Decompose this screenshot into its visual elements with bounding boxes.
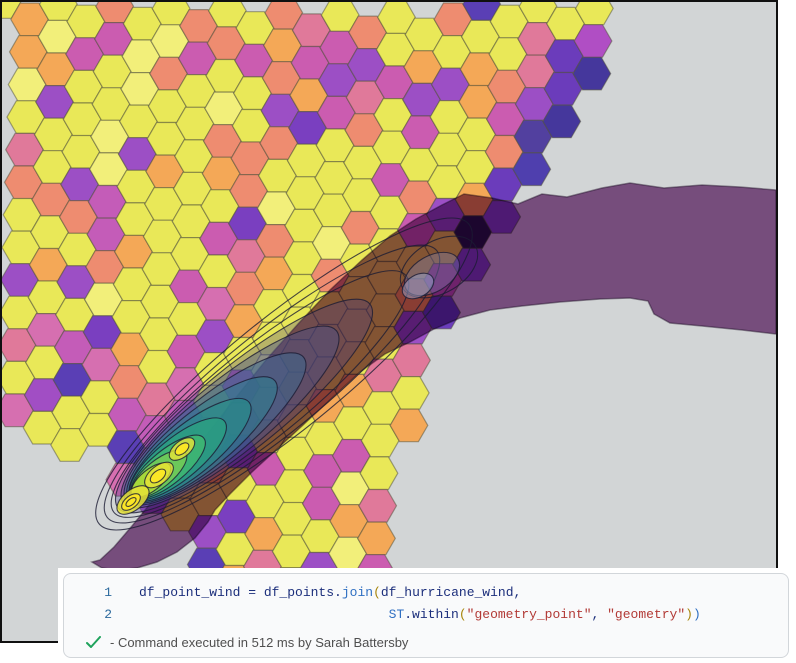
code-token: df_hurricane_wind, — [380, 585, 522, 600]
code-token: ST — [388, 607, 405, 622]
code-token: , — [591, 607, 608, 622]
code-token: .within — [404, 607, 459, 622]
code-token: ( — [458, 607, 467, 622]
code-token: ( — [373, 585, 381, 600]
code-line[interactable]: 1 df_point_wind = df_points.join(df_hurri… — [64, 582, 788, 604]
code-text: df_point_wind = df_points.join(df_hurric… — [124, 582, 521, 604]
hex-bin — [389, 408, 429, 443]
line-number: 1 — [104, 585, 112, 600]
code-token: ) — [685, 607, 693, 622]
kde-contour-ring — [125, 497, 137, 507]
line-number: 2 — [104, 607, 112, 622]
command-status: - Command executed in 512 ms by Sarah Ba… — [64, 632, 788, 652]
code-cell[interactable]: 1 df_point_wind = df_points.join(df_hurri… — [63, 573, 789, 658]
hex-bin — [572, 56, 612, 91]
code-token: "geometry_point" — [466, 607, 592, 622]
code-line[interactable]: 2 ST.within("geometry_point", "geometry"… — [64, 604, 788, 626]
kde-contour-ring — [149, 468, 167, 484]
code-token: ) — [692, 607, 701, 622]
hexbin-hurricane-map — [2, 2, 776, 641]
check-icon — [86, 635, 101, 648]
kde-contours — [95, 217, 479, 531]
status-text: - Command executed in 512 ms by Sarah Ba… — [110, 634, 409, 650]
code-editor[interactable]: 1 df_point_wind = df_points.join(df_hurri… — [64, 582, 788, 626]
map-output-image — [0, 0, 778, 643]
code-token: df_point_wind = df_points. — [139, 585, 342, 600]
kde-contour-ring — [401, 272, 435, 300]
hex-bin — [2, 2, 22, 19]
kde-contour-ring — [174, 442, 190, 456]
code-token: "geometry" — [607, 607, 686, 622]
code-token — [139, 607, 389, 622]
kde-contour-ring — [95, 217, 473, 531]
code-token: join — [341, 585, 374, 600]
code-text: ST.within("geometry_point", "geometry")) — [124, 604, 701, 626]
hex-bin — [512, 152, 552, 187]
hex-bin — [542, 104, 582, 139]
